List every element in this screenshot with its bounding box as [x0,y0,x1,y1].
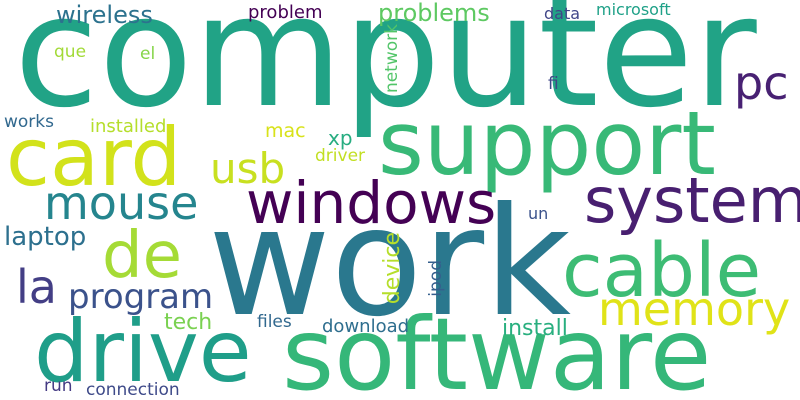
word-pc: pc [734,56,789,110]
word-download: download [322,316,410,337]
word-laptop: laptop [4,222,87,252]
word-un: un [528,204,549,223]
word-works: works [4,112,54,132]
word-memory: memory [598,282,791,336]
word-xp: xp [328,126,353,150]
word-la: la [16,260,57,314]
word-card: card [6,111,182,204]
word-device: device [380,232,405,305]
word-install: install [502,316,568,341]
word-files: files [257,312,292,332]
word-problem: problem [248,2,323,23]
word-windows: windows [246,169,497,237]
word-run: run [44,376,73,396]
word-program: program [68,277,214,317]
word-drive: drive [34,302,252,400]
word-installed: installed [90,116,167,137]
word-problems: problems [378,0,490,27]
word-data: data [544,4,581,23]
word-driver: driver [315,146,366,166]
word-microsoft: microsoft [596,0,671,19]
word-network: network [382,24,402,94]
word-tech: tech [164,310,213,335]
word-usb: usb [210,144,286,193]
word-work: work [208,176,571,350]
word-software: software [282,296,712,400]
word-que: que [54,42,87,62]
word-mac: mac [265,120,306,142]
word-fi: fi [548,74,559,94]
word-wireless: wireless [56,1,153,29]
word-system: system [584,164,800,237]
word-cable: cable [562,228,762,314]
word-de: de [102,219,182,293]
word-ipod: ipod [426,260,446,297]
word-el: el [140,44,156,64]
word-support: support [378,92,716,195]
word-mouse: mouse [44,176,199,230]
word-computer: computer [14,0,757,142]
word-connection: connection [86,380,180,400]
